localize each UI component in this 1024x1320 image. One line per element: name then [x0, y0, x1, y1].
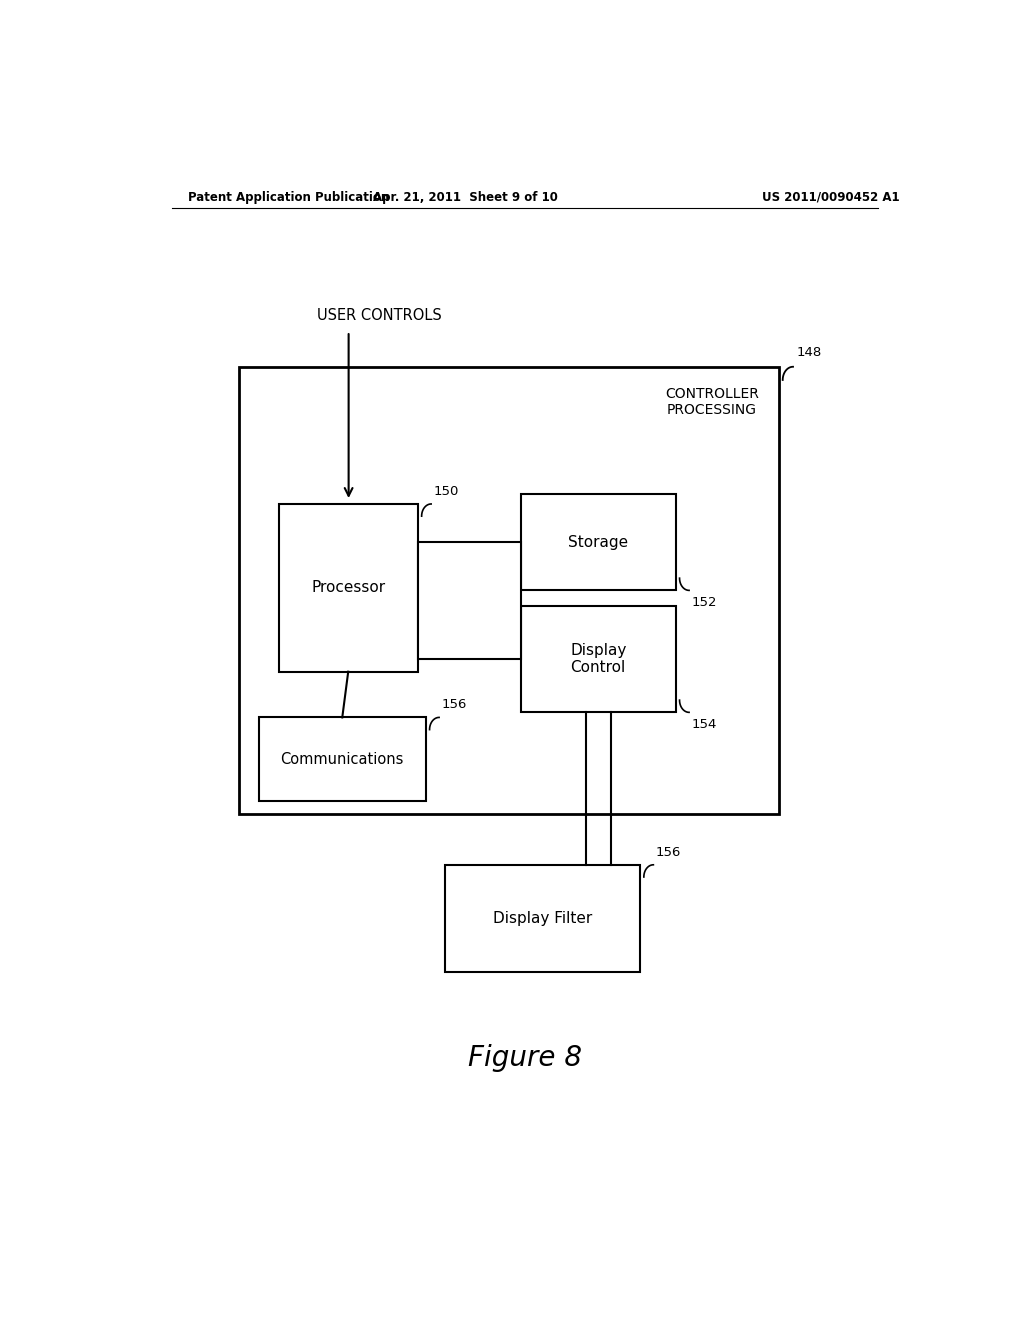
Text: 152: 152	[691, 597, 717, 610]
Text: 156: 156	[655, 846, 681, 859]
Text: Display
Control: Display Control	[570, 643, 627, 675]
Text: 150: 150	[433, 484, 459, 498]
FancyBboxPatch shape	[521, 606, 676, 713]
Text: US 2011/0090452 A1: US 2011/0090452 A1	[762, 190, 899, 203]
FancyBboxPatch shape	[279, 504, 418, 672]
Text: Communications: Communications	[281, 751, 403, 767]
Text: Display Filter: Display Filter	[493, 911, 592, 925]
Text: 148: 148	[797, 346, 822, 359]
FancyBboxPatch shape	[445, 865, 640, 972]
Text: Figure 8: Figure 8	[468, 1044, 582, 1072]
Text: Patent Application Publication: Patent Application Publication	[187, 190, 389, 203]
Text: USER CONTROLS: USER CONTROLS	[316, 309, 441, 323]
FancyBboxPatch shape	[418, 543, 521, 659]
Text: Storage: Storage	[568, 535, 629, 549]
Text: Processor: Processor	[311, 581, 385, 595]
FancyBboxPatch shape	[521, 494, 676, 590]
Text: CONTROLLER
PROCESSING: CONTROLLER PROCESSING	[665, 387, 759, 417]
Text: 156: 156	[441, 698, 467, 711]
FancyBboxPatch shape	[240, 367, 779, 814]
FancyBboxPatch shape	[259, 718, 426, 801]
Text: 154: 154	[691, 718, 717, 731]
Text: Apr. 21, 2011  Sheet 9 of 10: Apr. 21, 2011 Sheet 9 of 10	[373, 190, 558, 203]
